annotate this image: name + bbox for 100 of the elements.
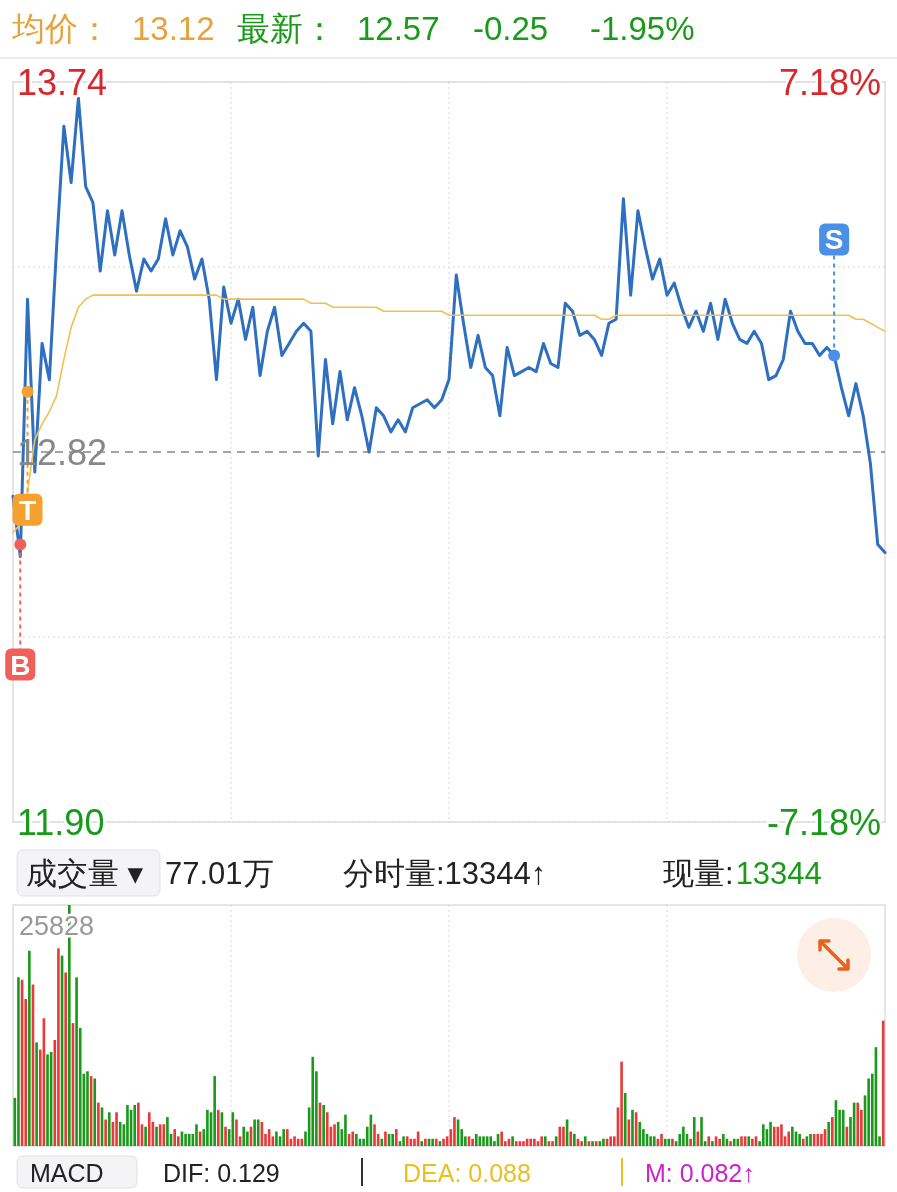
bar [482,1136,485,1146]
bar [856,1102,860,1146]
point [21,385,34,398]
bar [162,1124,166,1146]
point [828,349,841,362]
bar [402,1136,405,1146]
bar [816,1133,820,1146]
bar [286,1129,289,1146]
bar [373,1124,376,1146]
text: MACD [30,1159,104,1187]
bar [780,1124,783,1146]
text: DIF: 0.129 [163,1159,280,1187]
bar [609,1136,612,1146]
bar [623,1092,627,1146]
bar [453,1117,456,1146]
bar [649,1136,652,1146]
y2-tick-label: -7.18% [766,802,881,843]
bar [751,1138,754,1146]
bar [195,1124,198,1146]
bar [620,1061,623,1146]
bar [729,1141,732,1146]
y-tick-label: 11.90 [17,802,105,843]
text: 现量: [663,856,734,891]
bar [28,950,31,1146]
text: -0.25 [473,10,549,47]
bar [144,1126,147,1146]
text: B [10,649,31,681]
y-tick-label: 13.74 [17,62,108,103]
bar [569,1131,573,1146]
bar [104,1119,107,1146]
bar [206,1109,209,1146]
bar [380,1138,384,1146]
bar [213,1076,216,1146]
text: 13.12 [132,10,215,47]
text: 最新： [237,10,336,47]
bar [533,1138,536,1146]
bar [474,1133,478,1146]
bar [529,1138,533,1146]
text: -1.95% [590,10,695,47]
bar [809,1133,812,1146]
bar [187,1133,191,1146]
bar [322,1105,325,1146]
bar [107,1112,111,1146]
line-series [11,96,887,559]
bar [75,977,78,1146]
bar [434,1138,438,1146]
bar [64,972,67,1146]
text: S [824,224,844,256]
bar [631,1109,634,1146]
bar [325,1112,329,1146]
bar [682,1126,685,1146]
bar [511,1136,514,1146]
bar [867,1078,870,1146]
bar [522,1141,525,1146]
bar [166,1117,169,1146]
bar [93,1078,97,1146]
bar [722,1133,725,1146]
bar [747,1136,751,1146]
bar [471,1138,474,1146]
bar [551,1141,554,1146]
bar [242,1126,246,1146]
bar [137,1102,140,1146]
bar [732,1138,736,1146]
bar [184,1133,187,1146]
bar [246,1131,249,1146]
bar [787,1131,791,1146]
bar [660,1133,663,1146]
bar [293,1136,296,1146]
bar [820,1133,823,1146]
bar [405,1136,409,1146]
bar [580,1141,583,1146]
bar [253,1119,256,1146]
bar [147,1112,151,1146]
bar [235,1119,238,1146]
bar [384,1131,387,1146]
bar [17,977,20,1146]
bar [420,1141,424,1146]
bar [256,1119,260,1146]
bar [711,1141,714,1146]
text: DEA: 0.088 [403,1159,531,1187]
bar [689,1138,692,1146]
bar [500,1131,503,1146]
bar [173,1129,176,1146]
bar [841,1109,845,1146]
bar [638,1121,642,1146]
bar [97,1102,100,1146]
text: T [18,494,37,526]
bar [801,1138,805,1146]
text: 12.57 [357,10,440,47]
bar [355,1133,358,1146]
text: 77.01万 [165,856,274,891]
bar [798,1133,801,1146]
bar [431,1138,434,1146]
bar [115,1112,118,1146]
bar [602,1138,605,1146]
bar [791,1126,794,1146]
bar [442,1138,445,1146]
bar [692,1117,696,1146]
bar [86,1071,89,1146]
bar [740,1136,743,1146]
